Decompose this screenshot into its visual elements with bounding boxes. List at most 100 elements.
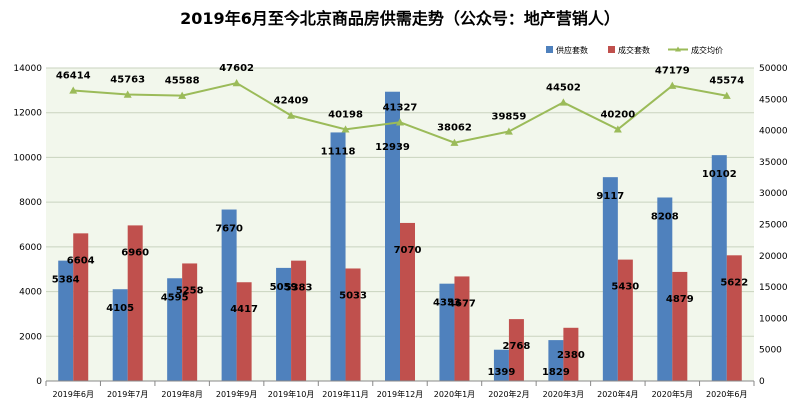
data-label-supply: 5059 — [270, 282, 298, 293]
data-label-supply: 12939 — [375, 142, 410, 153]
price-line — [69, 79, 731, 146]
data-label-deal: 4677 — [448, 298, 476, 309]
bar-supply — [548, 340, 564, 381]
bar-deal — [345, 268, 361, 381]
bar-deal — [73, 233, 89, 381]
price-point — [613, 125, 622, 133]
data-label-supply: 4105 — [106, 303, 134, 314]
data-label-price: 42409 — [274, 96, 309, 107]
data-label-price: 46414 — [56, 70, 91, 81]
data-label-price: 47179 — [655, 66, 690, 77]
data-label-price: 40200 — [600, 109, 635, 120]
bar-deal — [672, 271, 688, 381]
data-label-supply: 7670 — [215, 224, 243, 235]
bar-deal — [454, 276, 470, 381]
y-left-tick-label: 0 — [36, 377, 42, 387]
legend-label-price: 成交均价 — [691, 45, 723, 55]
data-label-deal: 5622 — [720, 277, 748, 288]
price-point — [722, 91, 731, 99]
y-left-tick-label: 2000 — [19, 332, 42, 342]
y-left-tick-label: 10000 — [13, 153, 42, 163]
x-tick-label: 2019年9月 — [216, 389, 257, 399]
x-tick-label: 2020年4月 — [597, 389, 638, 399]
bar-supply — [657, 197, 673, 381]
y-right-tick-label: 5000 — [759, 346, 782, 356]
legend-label-deal: 成交套数 — [618, 45, 650, 55]
data-label-price: 45588 — [165, 76, 200, 87]
legend-swatch-deal — [608, 46, 615, 53]
x-tick-label: 2019年12月 — [377, 389, 424, 399]
price-point — [232, 79, 241, 87]
data-label-deal: 4879 — [666, 294, 694, 305]
data-label-deal: 6960 — [121, 247, 149, 258]
x-tick-label: 2020年2月 — [488, 389, 529, 399]
bar-deal — [400, 222, 415, 381]
data-label-deal: 4417 — [230, 304, 258, 315]
y-right-tick-label: 0 — [759, 377, 765, 387]
bar-supply — [112, 289, 128, 381]
bar-deal — [182, 263, 198, 381]
price-point — [559, 98, 568, 106]
y-left-tick-label: 8000 — [19, 198, 42, 208]
bar-supply — [330, 132, 346, 381]
data-label-supply: 5384 — [52, 275, 80, 286]
data-label-price: 39859 — [492, 111, 527, 122]
bar-deal — [726, 255, 742, 381]
y-right-tick-label: 30000 — [759, 189, 788, 199]
data-label-deal: 2380 — [557, 350, 585, 361]
bar-supply — [58, 260, 74, 381]
data-label-supply: 9117 — [596, 191, 624, 202]
y-left-tick-label: 14000 — [13, 64, 42, 74]
x-tick-label: 2020年1月 — [434, 389, 475, 399]
y-left-tick-label: 4000 — [19, 288, 42, 298]
y-right-tick-label: 15000 — [759, 283, 788, 293]
chart-title: 2019年6月至今北京商品房供需走势（公众号：地产营销人） — [180, 9, 620, 28]
data-label-supply: 4353 — [433, 298, 461, 309]
data-label-deal: 7070 — [394, 245, 422, 256]
price-point — [123, 90, 132, 98]
data-label-price: 47602 — [219, 63, 254, 74]
bar-supply — [439, 283, 455, 381]
price-point — [341, 125, 350, 133]
bar-supply — [493, 349, 509, 381]
price-point — [69, 86, 78, 94]
y-right-tick-label: 50000 — [759, 64, 788, 74]
data-label-deal: 5258 — [176, 285, 204, 296]
bar-supply — [602, 177, 618, 381]
data-label-deal: 2768 — [503, 341, 531, 352]
data-label-price: 40198 — [328, 109, 363, 120]
axes: 0 2000 4000 6000 8000 10000 12000 14000 0 5000 100… — [13, 64, 788, 399]
x-tick-label: 2019年10月 — [268, 389, 315, 399]
y-left-tick-label: 6000 — [19, 243, 42, 253]
data-label-price: 44502 — [546, 82, 581, 93]
x-tick-label: 2019年8月 — [161, 389, 202, 399]
y-right-tick-label: 20000 — [759, 252, 788, 262]
price-point — [178, 91, 187, 99]
data-label-price: 45763 — [110, 75, 145, 86]
y-right-tick-label: 35000 — [759, 158, 788, 168]
x-tick-label: 2019年7月 — [107, 389, 148, 399]
data-label-price: 38062 — [437, 123, 472, 134]
x-tick-label: 2020年6月 — [706, 389, 747, 399]
price-point — [504, 127, 513, 135]
data-label-supply: 4595 — [161, 292, 189, 303]
x-tick-label: 2020年3月 — [543, 389, 584, 399]
data-label-price: 45574 — [709, 76, 744, 87]
bars — [58, 91, 742, 381]
y-right-tick-label: 40000 — [759, 127, 788, 137]
x-tick-label: 2020年5月 — [652, 389, 693, 399]
legend-swatch-price-marker — [675, 46, 681, 52]
y-right-tick-label: 10000 — [759, 314, 788, 324]
legend-label-supply: 供应套数 — [556, 45, 588, 55]
price-point — [450, 138, 459, 146]
bar-deal — [236, 282, 252, 381]
price-point — [287, 111, 296, 119]
data-label-supply: 1399 — [488, 367, 516, 378]
data-label-supply: 11118 — [321, 146, 356, 157]
x-tick-label: 2019年11月 — [322, 389, 369, 399]
bar-supply — [711, 155, 727, 381]
bar-supply — [221, 209, 237, 381]
legend: 供应套数 成交套数 成交均价 — [546, 45, 723, 55]
x-tick-label: 2019年6月 — [53, 389, 94, 399]
